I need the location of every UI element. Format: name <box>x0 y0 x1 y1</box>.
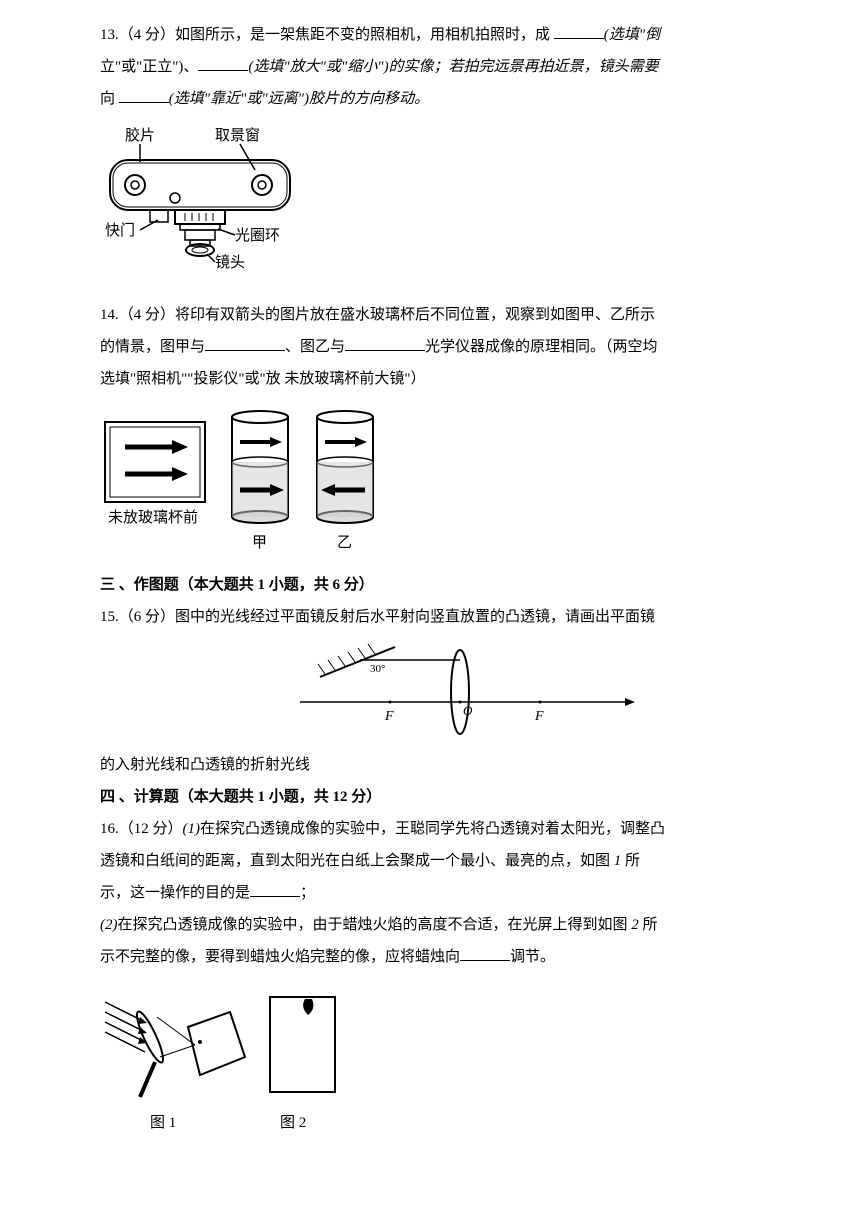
label-fig2: 图 2 <box>280 1114 306 1131</box>
mirror-lens-diagram: 30° F O F <box>280 642 640 742</box>
blank-5 <box>345 333 425 351</box>
q16-points: （12 分） <box>119 821 183 837</box>
q13-hint3: (选填"靠近"或"远离")胶片的方向移动。 <box>169 91 429 107</box>
q13-line1: 13.（4 分）如图所示，是一架焦距不变的照相机，用相机拍照时，成 (选填"倒 <box>100 20 770 50</box>
q13-hint2: (选填"放大"或"缩小")的实像；若拍完远景再拍近景，镜头需要 <box>248 59 658 75</box>
q16-text7: 调节。 <box>510 949 555 965</box>
label-shutter: 快门 <box>105 222 135 239</box>
q16-text6: 示不完整的像，要得到蜡烛火焰完整的像，应将蜡烛向 <box>100 949 460 965</box>
q16-text1: 在探究凸透镜成像的实验中，王聪同学先将凸透镜对着太阳光，调整凸 <box>200 821 665 837</box>
q13-hint1: (选填"倒 <box>604 27 660 43</box>
q13-points: （4 分） <box>119 27 175 43</box>
section3-title: 三 、作图题（本大题共 1 小题，共 6 分） <box>100 570 770 600</box>
label-F-right: F <box>534 709 544 724</box>
q14-text5: 选填"照相机""投影仪"或"放 未放玻璃杯前大镜"） <box>100 371 426 387</box>
fig-1-2: 图 1 图 2 <box>100 987 770 1137</box>
q13-text1: 如图所示，是一架焦距不变的照相机，用相机拍照时，成 <box>175 27 554 43</box>
q15-line1: 15.（6 分）图中的光线经过平面镜反射后水平射向竖直放置的凸透镜，请画出平面镜 <box>100 602 770 632</box>
q13-text3: 向 <box>100 91 119 107</box>
q16-part2b: 所 <box>643 917 658 933</box>
q16-p1: (1) <box>183 821 201 837</box>
q16-line2: 透镜和白纸间的距离，直到太阳光在白纸上会聚成一个最小、最亮的点，如图 1 所 <box>100 846 770 876</box>
q14-text4: 光学仪器成像的原理相同。（两空均 <box>425 339 658 355</box>
q16-number: 16. <box>100 821 119 837</box>
label-fig1: 图 1 <box>150 1114 176 1131</box>
label-viewfinder: 取景窗 <box>215 126 260 144</box>
section4-title: 四 、计算题（本大题共 1 小题，共 12 分） <box>100 782 770 812</box>
glasscup-diagram: 未放玻璃杯前 甲 乙 <box>100 402 770 562</box>
q15-line2: 的入射光线和凸透镜的折射光线 <box>100 750 770 780</box>
q15-text1: 图中的光线经过平面镜反射后水平射向竖直放置的凸透镜，请画出平面镜 <box>175 609 655 625</box>
q16-n1: 1 <box>614 853 622 869</box>
blank-4 <box>205 333 285 351</box>
q13-number: 13. <box>100 27 119 43</box>
q14-points: （4 分） <box>119 307 175 323</box>
q14-text3: 、图乙与 <box>285 339 345 355</box>
q16-p2: (2) <box>100 917 118 933</box>
q16-text2: 透镜和白纸间的距离，直到太阳光在白纸上会聚成一个最小、最亮的点，如图 <box>100 853 610 869</box>
blank-3 <box>119 85 169 103</box>
q15-points: （6 分） <box>119 609 175 625</box>
blank-1 <box>554 21 604 39</box>
q14-text1: 将印有双箭头的图片放在盛水玻璃杯后不同位置，观察到如图甲、乙所示 <box>175 307 655 323</box>
q13-text2: 立"或"正立")、 <box>100 59 198 75</box>
q16-part2a: 在探究凸透镜成像的实验中，由于蜡烛火焰的高度不合适，在光屏上得到如图 <box>118 917 628 933</box>
q16-text4: 示，这一操作的目的是 <box>100 885 250 901</box>
blank-7 <box>460 943 510 961</box>
label-angle: 30° <box>370 663 385 675</box>
q14-line1: 14.（4 分）将印有双箭头的图片放在盛水玻璃杯后不同位置，观察到如图甲、乙所示 <box>100 300 770 330</box>
q14-line3: 选填"照相机""投影仪"或"放 未放玻璃杯前大镜"） <box>100 364 770 394</box>
q14-number: 14. <box>100 307 119 323</box>
label-before: 未放玻璃杯前 <box>108 509 198 526</box>
q14-text2: 的情景，图甲与 <box>100 339 205 355</box>
camera-diagram: 胶片 取景窗 快门 光圈环 镜头 <box>100 122 770 292</box>
blank-2 <box>198 53 248 71</box>
q15-number: 15. <box>100 609 119 625</box>
q16-text3: 所 <box>625 853 640 869</box>
q16-line3: 示，这一操作的目的是 ； <box>100 878 770 908</box>
label-aperture: 光圈环 <box>235 227 280 244</box>
q14-line2: 的情景，图甲与 、图乙与 光学仪器成像的原理相同。（两空均 <box>100 332 770 362</box>
q16-line1: 16.（12 分）(1)在探究凸透镜成像的实验中，王聪同学先将凸透镜对着太阳光，… <box>100 814 770 844</box>
q16-line4: (2)在探究凸透镜成像的实验中，由于蜡烛火焰的高度不合适，在光屏上得到如图 2 … <box>100 910 770 940</box>
label-yi: 乙 <box>337 535 352 551</box>
label-jia: 甲 <box>252 535 267 551</box>
q16-n2: 2 <box>631 917 639 933</box>
q16-text5: ； <box>300 885 315 901</box>
q13-line3: 向 (选填"靠近"或"远离")胶片的方向移动。 <box>100 84 770 114</box>
label-lens: 镜头 <box>215 253 245 271</box>
q16-line5: 示不完整的像，要得到蜡烛火焰完整的像，应将蜡烛向 调节。 <box>100 942 770 972</box>
label-O: O <box>463 703 473 718</box>
q13-line2: 立"或"正立")、 (选填"放大"或"缩小")的实像；若拍完远景再拍近景，镜头需要 <box>100 52 770 82</box>
blank-6 <box>250 879 300 897</box>
label-F-left: F <box>384 709 394 724</box>
label-film: 胶片 <box>125 127 155 144</box>
